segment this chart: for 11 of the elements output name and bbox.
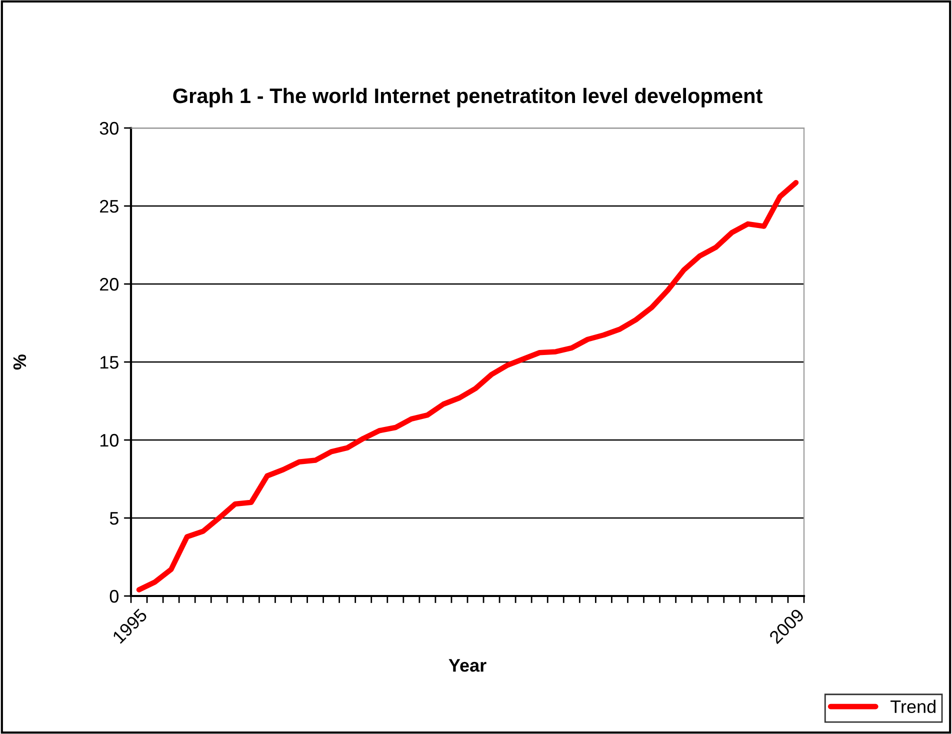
y-tick-label: 25	[100, 200, 118, 213]
chart-title: Graph 1 - The world Internet penetratiton level development	[173, 88, 762, 108]
y-tick-label: 0	[110, 590, 118, 603]
y-tick-label: 10	[100, 434, 118, 447]
y-tick-label: 15	[100, 356, 118, 369]
y-tick-label: 5	[110, 512, 118, 525]
y-tick-label: 30	[100, 122, 118, 135]
y-tick-label: 20	[100, 278, 118, 291]
legend-label: Trend	[890, 700, 936, 714]
y-axis-title: %	[13, 354, 26, 370]
x-axis-title: Year	[448, 659, 486, 672]
